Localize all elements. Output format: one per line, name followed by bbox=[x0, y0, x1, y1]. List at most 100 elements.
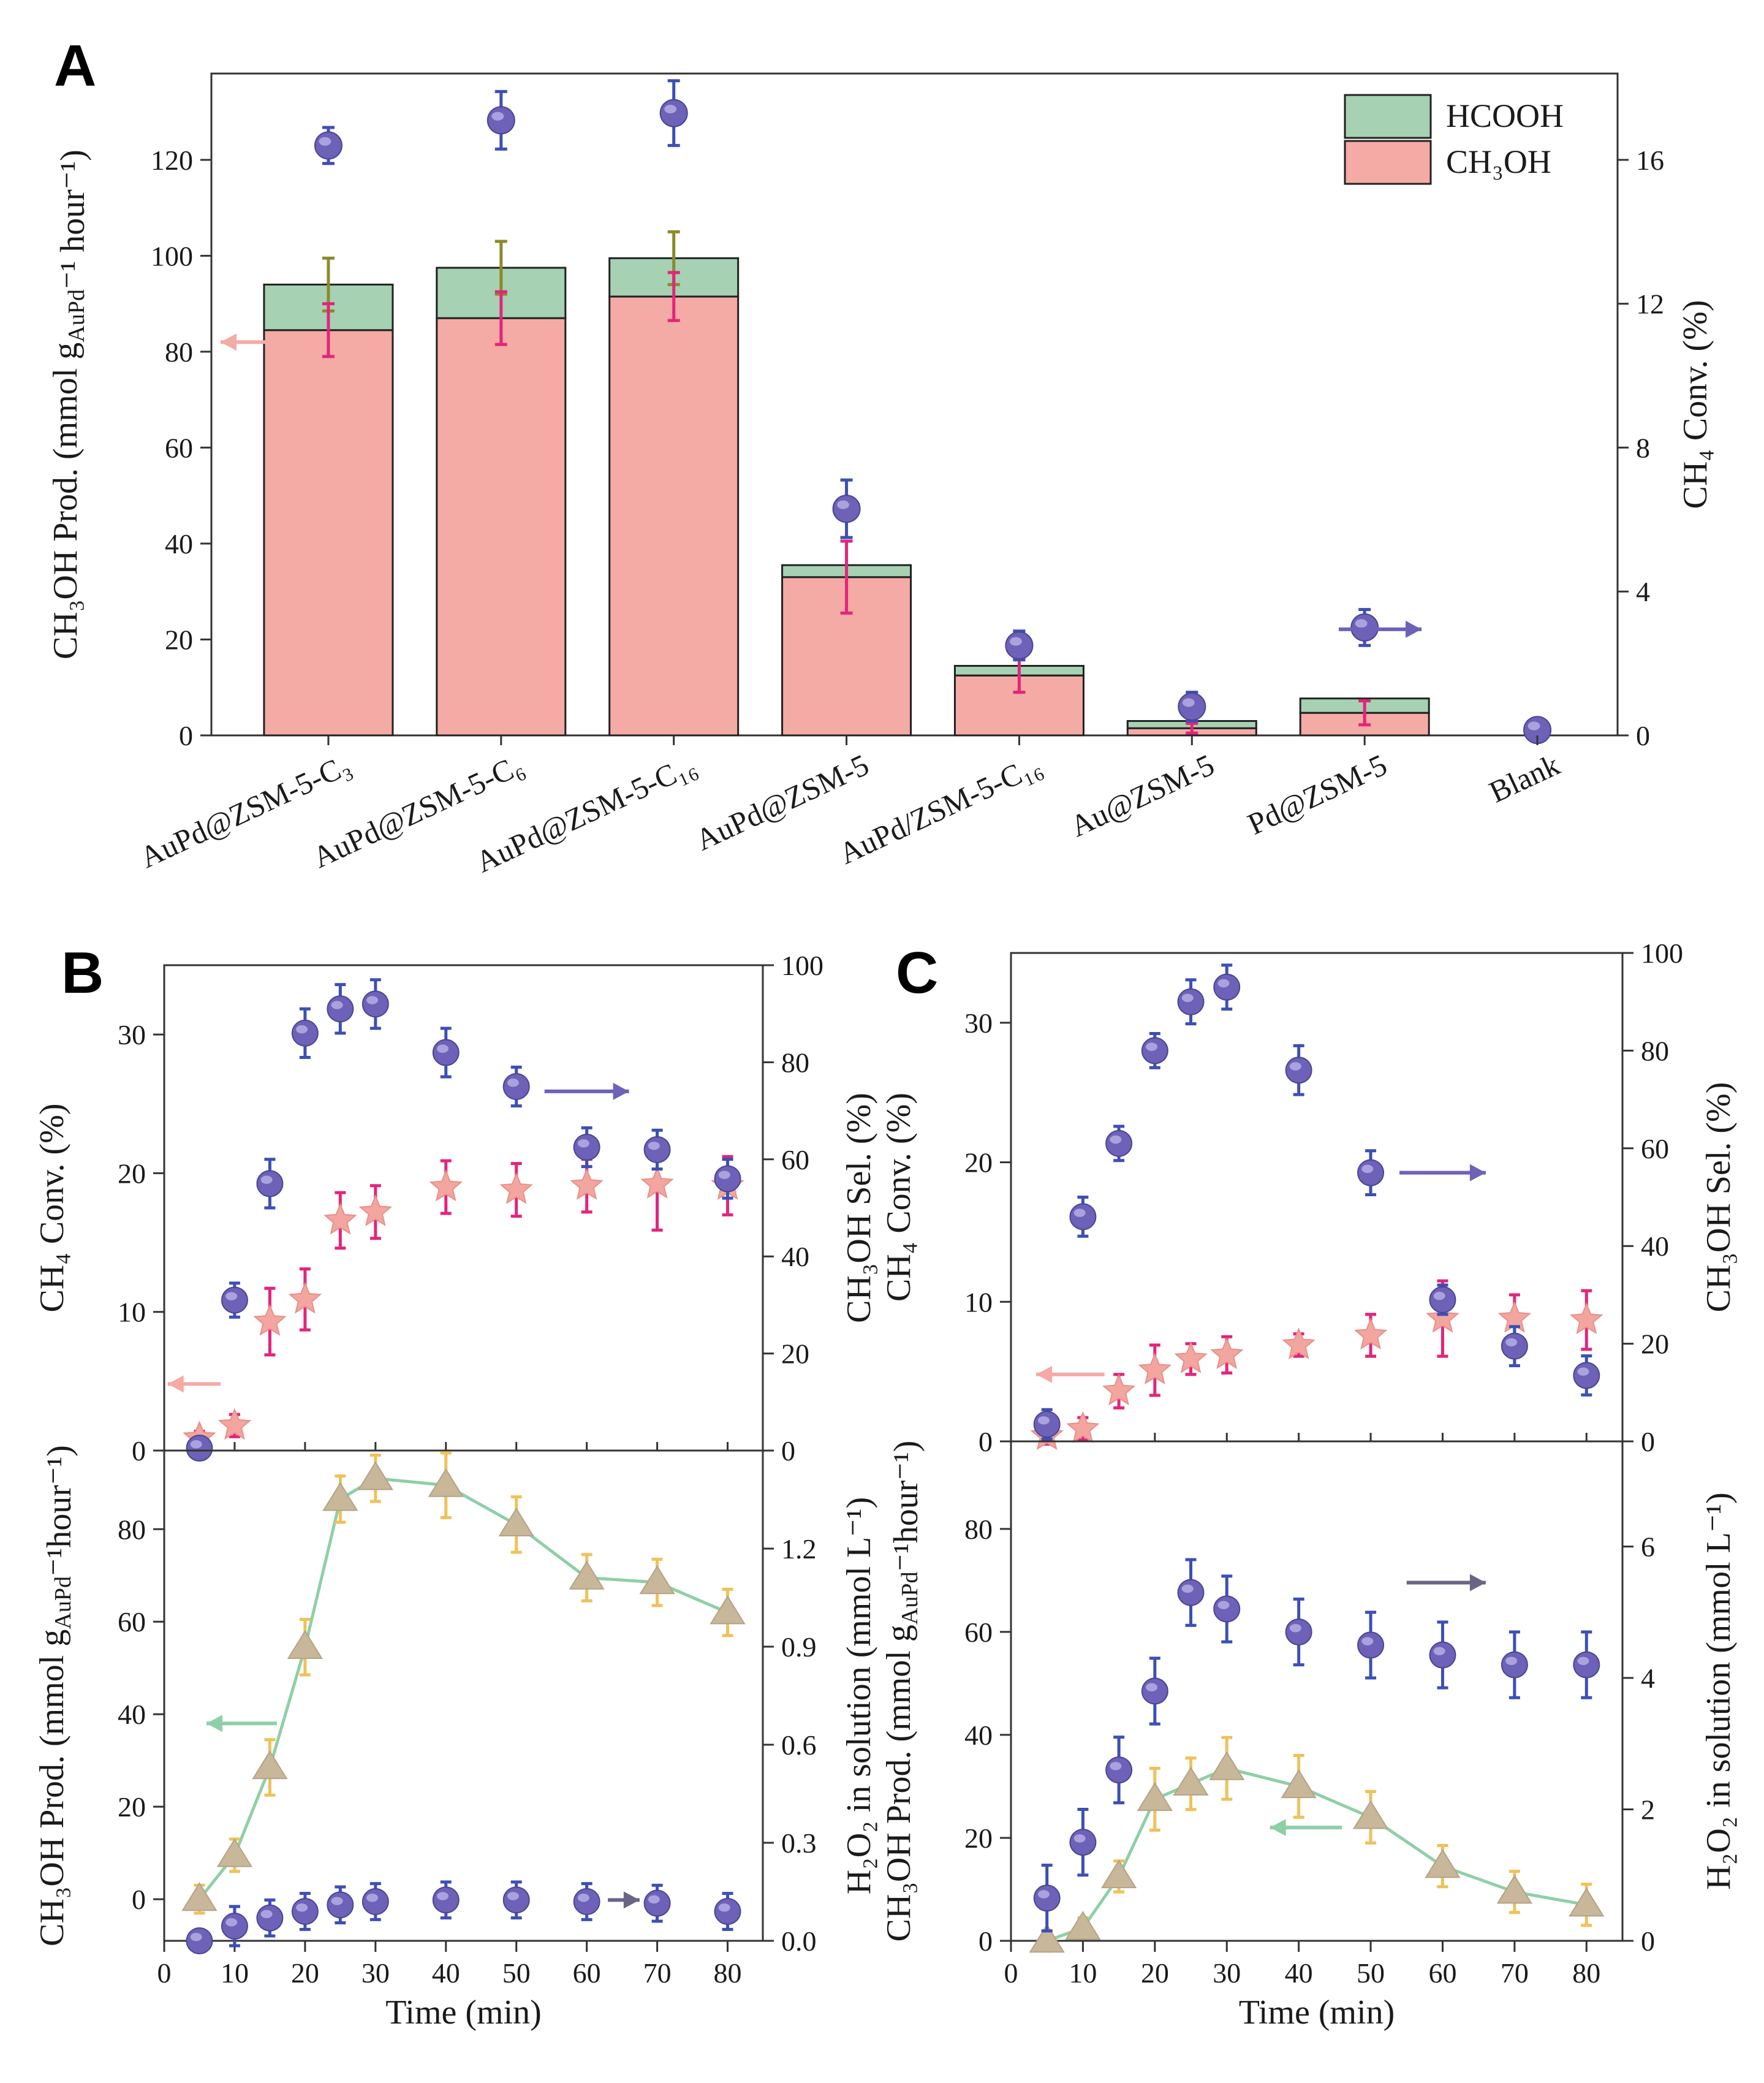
left-axis-tick-label: 30 bbox=[964, 1007, 993, 1039]
sphere-point bbox=[1573, 1651, 1600, 1679]
sphere-point bbox=[256, 1170, 284, 1197]
right-axis-tick-label: 100 bbox=[781, 950, 823, 981]
sphere-point bbox=[1141, 1037, 1168, 1064]
x-tick-label: 30 bbox=[1213, 1957, 1241, 1989]
panel-label-b: B bbox=[61, 940, 104, 1006]
right-axis-tick-label: 2 bbox=[1641, 1794, 1655, 1826]
sphere-point bbox=[327, 995, 354, 1023]
right-axis-tick-label: 80 bbox=[1641, 1035, 1669, 1066]
left-axis-tick-label: 120 bbox=[151, 145, 193, 176]
sphere-point bbox=[1105, 1129, 1133, 1157]
sphere-point bbox=[186, 1927, 213, 1954]
sphere-point bbox=[362, 990, 389, 1018]
plot-frame bbox=[1010, 1440, 1624, 1942]
prod-triangle bbox=[1101, 1859, 1137, 1889]
axis-arrow-head bbox=[1469, 1164, 1486, 1182]
right-axis-tick-label: 0 bbox=[781, 1435, 795, 1466]
sphere-point-highlight bbox=[366, 996, 379, 1004]
conv-star bbox=[324, 1202, 357, 1235]
left-axis-tick-label: 20 bbox=[118, 1158, 146, 1189]
conv-point bbox=[486, 106, 515, 135]
sphere-point-highlight bbox=[331, 1001, 343, 1009]
sphere-point-highlight bbox=[296, 1025, 308, 1034]
sphere-point bbox=[1429, 1641, 1456, 1669]
x-axis-label: Time (min) bbox=[1239, 1994, 1395, 2032]
prod-triangle bbox=[428, 1468, 464, 1497]
x-tick-label: 0 bbox=[157, 1957, 172, 1989]
sphere-point-highlight bbox=[366, 1893, 379, 1902]
right-axis-tick-label: 12 bbox=[1636, 289, 1664, 320]
sphere-point bbox=[573, 1134, 600, 1161]
conv-point bbox=[314, 131, 343, 160]
sphere-point bbox=[643, 1136, 671, 1163]
sphere-point-highlight bbox=[1110, 1135, 1122, 1144]
left-axis-tick-label: 20 bbox=[964, 1147, 993, 1178]
conv-star bbox=[1174, 1341, 1208, 1373]
chart-a: 0 20 40 60 80 100 120 0 4 8 12 16 CH₃OH Prod. (mmol … bbox=[47, 72, 1714, 879]
sphere-point bbox=[1141, 1677, 1168, 1705]
right-axis-tick-label: 0 bbox=[1641, 1426, 1655, 1457]
prod-triangle bbox=[252, 1750, 288, 1780]
x-tick-label: 20 bbox=[291, 1957, 319, 1989]
axis-arrow-head bbox=[206, 1715, 222, 1732]
right-axis-label: H₂O₂ in solution (mmol L⁻¹) bbox=[1700, 1492, 1738, 1889]
left-axis-tick-label: 80 bbox=[118, 1514, 146, 1545]
conv-point-highlight bbox=[1355, 619, 1368, 628]
right-axis-tick-label: 60 bbox=[1641, 1133, 1669, 1164]
conv-star bbox=[1282, 1327, 1315, 1360]
sphere-point bbox=[432, 1886, 460, 1914]
sphere-point-highlight bbox=[1577, 1367, 1589, 1376]
left-axis-tick-label: 60 bbox=[118, 1606, 146, 1637]
legend-label-hcooh: HCOOH bbox=[1446, 97, 1564, 134]
axis-arrow-head bbox=[1036, 1365, 1053, 1383]
x-tick-label: 50 bbox=[502, 1957, 531, 1989]
sphere-point-highlight bbox=[1505, 1656, 1518, 1666]
sphere-point bbox=[1501, 1651, 1528, 1679]
right-axis-tick-label: 8 bbox=[1636, 432, 1650, 463]
right-axis-label: CH₃OH Sel. (%) bbox=[1700, 1082, 1738, 1313]
sphere-point-highlight bbox=[1577, 1656, 1589, 1666]
sphere-point-highlight bbox=[577, 1139, 589, 1148]
right-axis-tick-label: 100 bbox=[1641, 938, 1683, 969]
right-axis-tick-label: 80 bbox=[781, 1047, 809, 1078]
conv-point bbox=[1178, 692, 1206, 721]
sphere-point bbox=[1429, 1286, 1456, 1313]
sphere-point bbox=[1177, 988, 1205, 1015]
legend-label-ch3oh: CH₃OH bbox=[1446, 143, 1551, 180]
sphere-point-highlight bbox=[1289, 1623, 1301, 1633]
prod-triangle bbox=[322, 1482, 358, 1511]
sphere-point-highlight bbox=[1217, 979, 1230, 988]
conv-star bbox=[218, 1408, 252, 1440]
sphere-point-highlight bbox=[1361, 1164, 1374, 1174]
prod-triangle bbox=[1029, 1924, 1065, 1953]
left-axis-label: CH₄ Conv. (%) bbox=[880, 1093, 918, 1302]
prod-triangle bbox=[1065, 1911, 1101, 1940]
left-axis-tick-label: 20 bbox=[165, 624, 193, 655]
left-axis-arrow-head bbox=[221, 333, 237, 351]
x-tick-label: 60 bbox=[573, 1957, 601, 1989]
conv-star bbox=[1138, 1353, 1172, 1385]
left-axis-tick-label: 0 bbox=[132, 1884, 146, 1915]
right-axis-tick-label: 0.6 bbox=[781, 1729, 817, 1761]
left-axis-tick-label: 10 bbox=[964, 1286, 993, 1318]
right-axis-tick-label: 0 bbox=[1641, 1926, 1655, 1957]
x-tick-label: 20 bbox=[1141, 1957, 1169, 1989]
conv-point bbox=[659, 99, 688, 127]
sphere-point bbox=[1357, 1159, 1385, 1186]
right-axis-tick-label: 1.2 bbox=[781, 1533, 817, 1565]
x-tick-label: 40 bbox=[432, 1957, 460, 1989]
sphere-point-highlight bbox=[1038, 1890, 1050, 1899]
conv-point-highlight bbox=[837, 500, 849, 509]
prod-line bbox=[198, 1476, 729, 1900]
axis-arrow-head bbox=[1469, 1574, 1486, 1592]
conv-star bbox=[358, 1194, 393, 1226]
x-tick-label: 50 bbox=[1357, 1957, 1385, 1989]
prod-triangle bbox=[216, 1838, 253, 1867]
panel-label-a: A bbox=[54, 33, 96, 99]
x-tick-label: 10 bbox=[1069, 1957, 1097, 1989]
sphere-point bbox=[1213, 973, 1241, 1001]
x-tick-label: 70 bbox=[643, 1957, 672, 1989]
sphere-point-highlight bbox=[260, 1910, 273, 1919]
axis-arrow-head bbox=[613, 1082, 629, 1100]
sphere-point-highlight bbox=[225, 1918, 238, 1927]
